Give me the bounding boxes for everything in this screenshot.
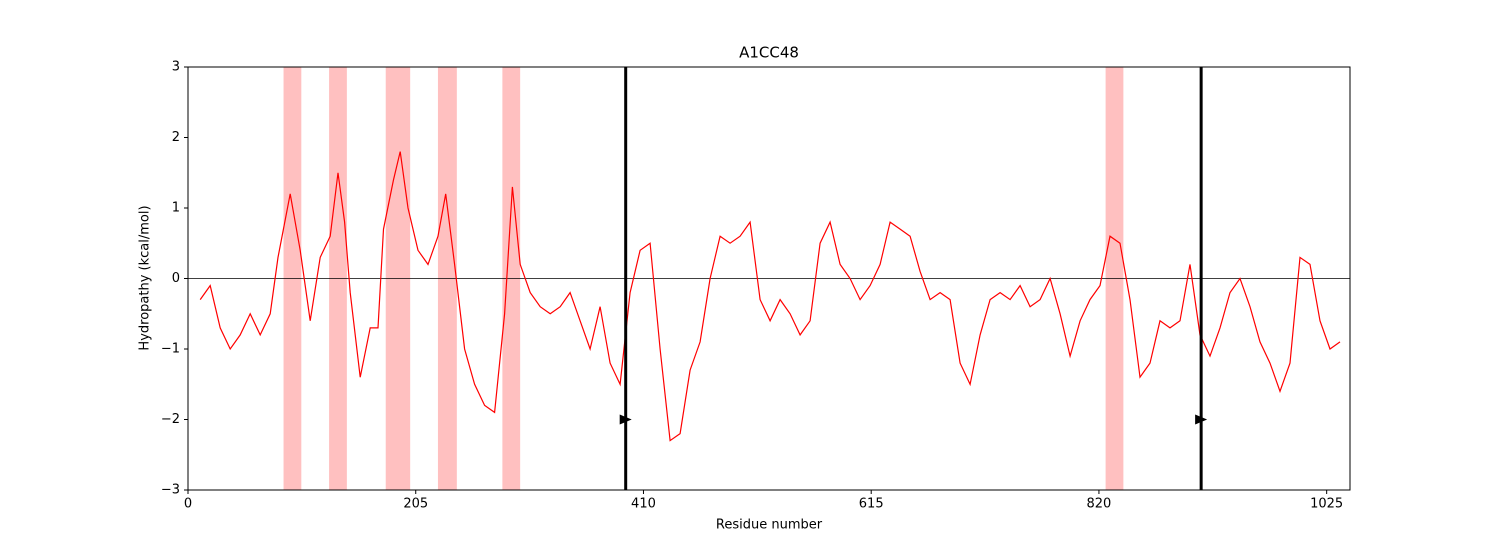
y-tick-label: 3 bbox=[172, 60, 180, 75]
hydropathy-line bbox=[199, 151, 1341, 442]
x-tick-label: 205 bbox=[403, 497, 428, 512]
x-tick-label: 820 bbox=[1087, 497, 1112, 512]
x-tick-label: 0 bbox=[184, 497, 192, 512]
marker bbox=[619, 414, 632, 425]
x-tick-label: 1025 bbox=[1310, 497, 1343, 512]
marker bbox=[1195, 414, 1208, 425]
x-tick-label: 410 bbox=[631, 497, 656, 512]
y-tick-label: 1 bbox=[172, 201, 180, 216]
y-tick-label: −3 bbox=[161, 483, 180, 498]
y-tick-label: 2 bbox=[172, 130, 180, 145]
y-axis-label: Hydropathy (kcal/mol) bbox=[138, 205, 153, 350]
y-tick-label: 0 bbox=[172, 271, 180, 286]
y-tick-label: −1 bbox=[161, 342, 180, 357]
y-tick-label: −2 bbox=[161, 412, 180, 427]
chart-title: A1CC48 bbox=[739, 44, 799, 62]
x-tick-label: 615 bbox=[859, 497, 884, 512]
plot-frame bbox=[187, 66, 1351, 491]
x-axis-label: Residue number bbox=[716, 518, 823, 533]
